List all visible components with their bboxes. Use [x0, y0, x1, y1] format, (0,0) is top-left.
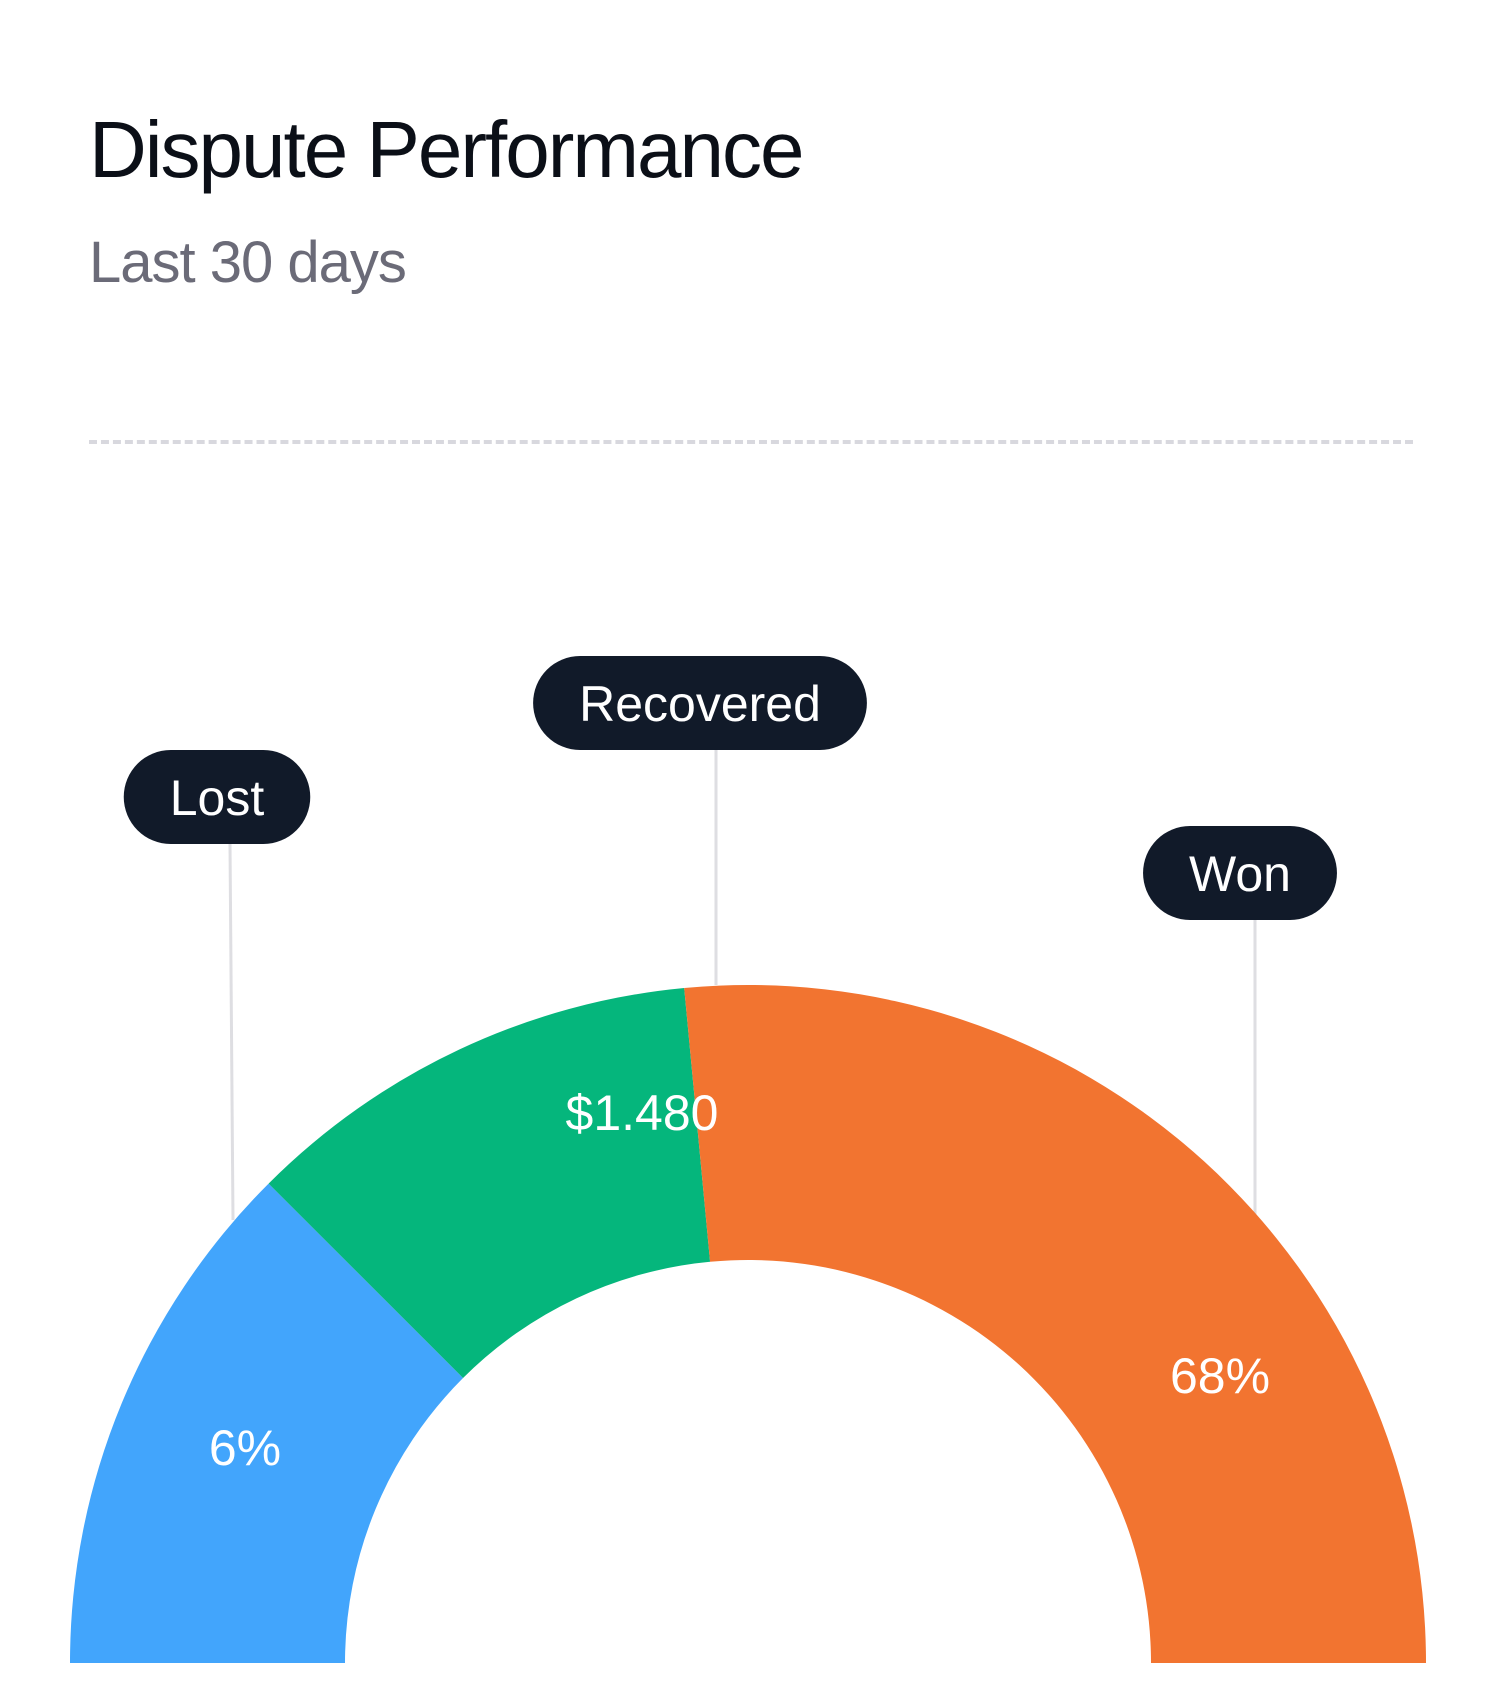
category-label: Won: [1189, 846, 1291, 902]
chart-header: Dispute Performance Last 30 days: [89, 105, 804, 295]
page-title: Dispute Performance: [89, 105, 804, 194]
slice-lost[interactable]: [70, 1183, 464, 1663]
category-pill-recovered: Recovered: [533, 656, 867, 750]
pill-background: [123, 750, 311, 844]
category-label: Lost: [170, 770, 265, 826]
value-label-recovered: $1.480: [566, 1085, 719, 1141]
pill-background: [533, 656, 867, 750]
category-pill-won: Won: [1143, 826, 1337, 920]
date-range-label: Last 30 days: [89, 230, 407, 295]
slice-recovered[interactable]: [268, 988, 711, 1379]
dashed-divider: [89, 440, 1413, 444]
connector-line-lost: [228, 843, 235, 1221]
category-label: Recovered: [579, 676, 821, 732]
pill-background: [1143, 826, 1337, 920]
slice-won[interactable]: [684, 985, 1426, 1663]
value-label-won: 68%: [1170, 1348, 1270, 1404]
category-pill-lost: Lost: [123, 750, 311, 844]
value-label-lost: 6%: [209, 1420, 281, 1476]
